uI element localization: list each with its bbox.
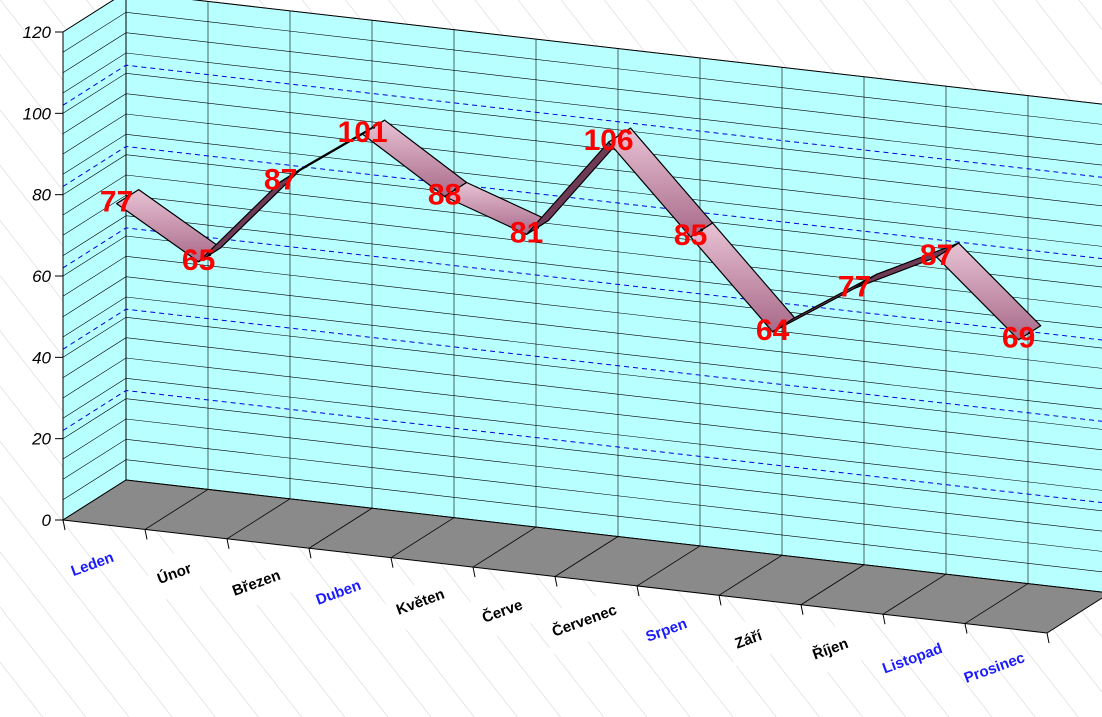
data-label: 106 xyxy=(584,124,634,157)
y-tick-label: 0 xyxy=(42,511,52,530)
data-point xyxy=(946,248,950,252)
major-gridline xyxy=(62,389,1102,504)
major-gridline xyxy=(62,308,1102,422)
x-tick-mark xyxy=(472,566,476,578)
side-wall xyxy=(62,0,127,521)
major-gridline xyxy=(62,64,1102,178)
floor-divider xyxy=(472,526,537,568)
data-point xyxy=(536,225,540,229)
label-box xyxy=(383,573,459,633)
x-tick-mark xyxy=(226,538,230,549)
label-box xyxy=(721,614,777,667)
x-tick-mark xyxy=(390,557,394,568)
data-point xyxy=(126,195,130,199)
floor-divider xyxy=(718,554,783,596)
data-point xyxy=(372,125,376,129)
x-tick-mark xyxy=(964,623,968,634)
major-gridline xyxy=(62,145,1102,260)
label-box xyxy=(799,621,863,678)
y-tick-label: 100 xyxy=(23,104,52,123)
data-label: 101 xyxy=(338,116,388,149)
floor-divider xyxy=(144,489,209,530)
major-gridline xyxy=(62,227,1102,341)
y-tick-label: 120 xyxy=(23,23,52,42)
data-point xyxy=(782,323,786,327)
x-category: Září xyxy=(721,614,777,667)
x-tick-mark xyxy=(1046,632,1050,644)
x-tick-mark xyxy=(636,585,640,597)
floor-divider xyxy=(636,545,701,587)
data-label: 87 xyxy=(264,164,297,197)
data-label: 77 xyxy=(100,186,133,219)
floor-divider xyxy=(800,564,865,606)
floor-divider xyxy=(226,498,291,540)
floor-divider xyxy=(390,517,455,559)
data-label: 87 xyxy=(920,239,953,272)
label-box xyxy=(143,546,206,602)
y-tick-label: 40 xyxy=(32,348,51,367)
data-point xyxy=(864,279,868,283)
x-tick-mark xyxy=(554,576,558,587)
data-label: 88 xyxy=(428,179,461,212)
label-box xyxy=(468,583,537,641)
data-point xyxy=(700,228,704,232)
x-tick-mark xyxy=(718,595,722,606)
data-label: 69 xyxy=(1002,322,1035,355)
floor-divider xyxy=(308,507,373,549)
data-point xyxy=(618,133,622,137)
data-label: 65 xyxy=(182,244,215,277)
line-segment xyxy=(935,242,1042,341)
x-category: Únor xyxy=(143,546,206,602)
data-label: 85 xyxy=(674,219,707,252)
y-tick-label: 80 xyxy=(32,186,51,205)
data-label: 64 xyxy=(756,314,790,347)
floor-divider xyxy=(554,536,619,577)
data-point xyxy=(208,253,212,257)
x-category: Březen xyxy=(219,554,295,614)
y-tick-label: 60 xyxy=(32,267,51,286)
x-category: Říjen xyxy=(799,621,863,678)
x-category: Květen xyxy=(383,573,459,633)
data-point xyxy=(290,173,294,177)
x-tick-mark xyxy=(800,604,804,615)
data-point xyxy=(1028,331,1032,335)
label-box xyxy=(219,554,295,614)
x-tick-mark xyxy=(144,529,148,540)
x-tick-mark xyxy=(882,614,886,625)
data-point xyxy=(454,188,458,192)
x-category: Červe xyxy=(468,583,537,641)
label-box xyxy=(538,588,631,655)
x-tick-mark xyxy=(62,519,66,531)
floor-divider xyxy=(882,573,947,615)
y-tick-label: 20 xyxy=(31,430,51,449)
x-tick-mark xyxy=(308,548,312,559)
data-label: 77 xyxy=(838,270,871,303)
floor-divider xyxy=(964,583,1029,624)
data-label: 81 xyxy=(510,216,543,249)
